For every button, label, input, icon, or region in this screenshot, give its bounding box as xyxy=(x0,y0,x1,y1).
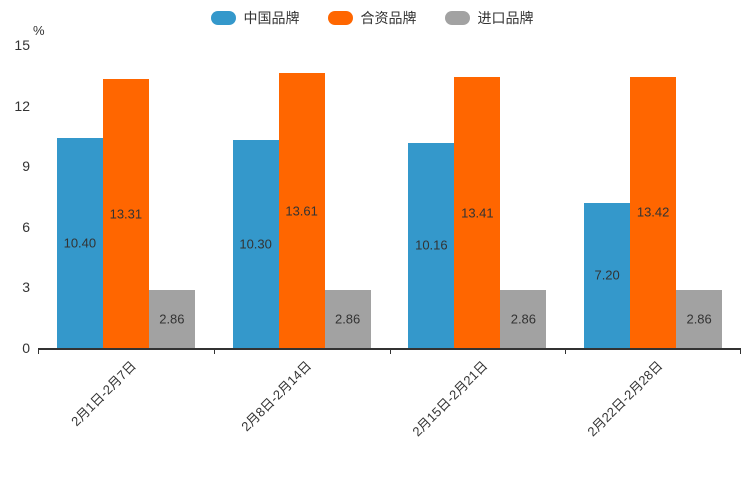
bar-中国品牌-2: 10.16 xyxy=(408,142,455,348)
y-tick-label: 12 xyxy=(14,97,30,114)
legend-marker-icon xyxy=(210,11,236,25)
y-tick-label: 6 xyxy=(22,218,30,235)
legend-item-2[interactable]: 进口品牌 xyxy=(444,8,534,28)
bar-value-label: 2.86 xyxy=(159,311,185,327)
x-axis-tick-mark xyxy=(389,348,391,354)
bar-value-label: 10.16 xyxy=(415,237,448,253)
bar-value-label: 13.61 xyxy=(285,203,318,219)
legend-marker-icon xyxy=(444,11,470,25)
y-tick-label: 0 xyxy=(22,340,30,356)
x-category-label: 2月8日-2月14日 xyxy=(238,358,315,435)
bar-value-label: 2.86 xyxy=(686,311,712,327)
x-axis-tick-mark xyxy=(565,348,567,354)
bar-合资品牌-1: 13.61 xyxy=(278,73,325,348)
bar-进口品牌-1: 2.86 xyxy=(324,290,371,348)
x-axis-tick-mark xyxy=(38,348,39,354)
bar-value-label: 13.41 xyxy=(461,205,494,221)
legend-marker-icon xyxy=(327,11,353,25)
legend-item-1[interactable]: 合资品牌 xyxy=(327,8,417,28)
bar-进口品牌-0: 2.86 xyxy=(148,290,195,348)
x-category-label: 2月22日-2月28日 xyxy=(584,358,666,440)
y-tick-label: 3 xyxy=(22,279,30,296)
bar-value-label: 10.40 xyxy=(63,235,97,251)
plot-area: 10.40 13.31 2.86 10.30 13.61 2.86 10.16 13.41 2.… xyxy=(38,45,741,439)
x-category-label: 2月1日-2月7日 xyxy=(67,358,139,430)
legend-item-0[interactable]: 中国品牌 xyxy=(210,8,300,28)
y-tick-label: 15 xyxy=(14,37,30,53)
x-axis-tick-mark xyxy=(740,348,741,354)
bar-value-label: 10.30 xyxy=(239,236,272,252)
bar-value-label: 13.31 xyxy=(109,206,143,222)
bar-value-label: 7.20 xyxy=(594,267,620,283)
legend-item-label: 中国品牌 xyxy=(243,10,300,26)
bar-中国品牌-3: 7.20 xyxy=(584,202,631,348)
bar-value-label: 2.86 xyxy=(334,311,361,327)
bar-进口品牌-2: 2.86 xyxy=(500,290,547,348)
bar-中国品牌-0: 10.40 xyxy=(56,137,103,348)
x-category-label: 2月15日-2月21日 xyxy=(408,358,491,440)
legend: 中国品牌 合资品牌 进口品牌 xyxy=(0,8,744,28)
bar-中国品牌-1: 10.30 xyxy=(232,139,279,348)
y-axis-unit-label: % xyxy=(33,23,45,38)
bar-合资品牌-2: 13.41 xyxy=(454,77,501,348)
bar-进口品牌-3: 2.86 xyxy=(676,290,723,348)
bar-value-label: 2.86 xyxy=(510,311,537,327)
bar-合资品牌-0: 13.31 xyxy=(102,79,149,348)
y-tick-label: 9 xyxy=(22,158,30,175)
legend-item-label: 进口品牌 xyxy=(477,10,534,26)
bar-value-label: 13.42 xyxy=(636,204,670,220)
x-axis-tick-mark xyxy=(213,348,215,354)
bar-合资品牌-3: 13.42 xyxy=(630,76,677,348)
legend-item-label: 合资品牌 xyxy=(360,10,417,26)
